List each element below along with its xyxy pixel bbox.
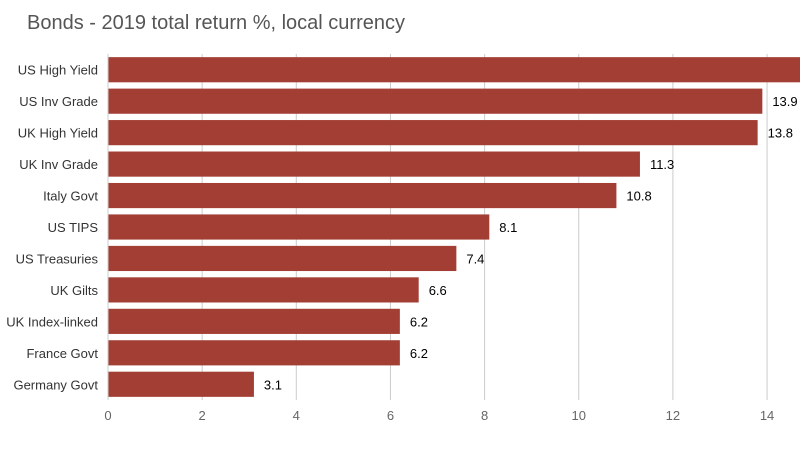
data-label: 8.1 — [499, 220, 517, 235]
category-label: US TIPS — [48, 220, 99, 235]
data-label: 7.4 — [466, 251, 484, 266]
category-label: UK Index-linked — [6, 314, 98, 329]
x-tick-label: 0 — [104, 408, 111, 423]
x-tick-label: 14 — [760, 408, 774, 423]
bar — [108, 88, 763, 114]
data-label: 13.8 — [768, 126, 793, 141]
category-label: US High Yield — [18, 63, 98, 78]
data-label: 11.3 — [650, 157, 674, 172]
bar — [108, 151, 640, 177]
x-tick-label: 12 — [666, 408, 680, 423]
data-label: 13.9 — [772, 94, 797, 109]
bar — [108, 308, 400, 334]
bar — [108, 340, 400, 366]
category-label: US Treasuries — [16, 251, 99, 266]
data-label: 3.1 — [264, 377, 282, 392]
bar — [108, 182, 617, 209]
bar — [108, 120, 758, 146]
chart-title: Bonds - 2019 total return %, local curre… — [27, 12, 405, 34]
category-label: UK High Yield — [18, 126, 98, 141]
category-label: Germany Govt — [13, 377, 98, 392]
data-label: 6.6 — [429, 283, 447, 298]
x-tick-label: 2 — [199, 408, 206, 423]
x-tick-label: 4 — [293, 408, 300, 423]
category-label: France Govt — [26, 346, 98, 361]
category-label: US Inv Grade — [19, 94, 98, 109]
bar — [108, 57, 800, 83]
x-tick-label: 10 — [572, 408, 586, 423]
data-label: 10.8 — [626, 189, 651, 204]
x-tick-label: 6 — [387, 408, 394, 423]
bar — [108, 214, 490, 240]
bar — [108, 277, 419, 303]
data-label: 6.2 — [410, 314, 428, 329]
data-label: 6.2 — [410, 346, 428, 361]
bar — [108, 245, 457, 272]
x-tick-label: 8 — [481, 408, 488, 423]
category-label: Italy Govt — [43, 189, 98, 204]
category-label: UK Inv Grade — [19, 157, 98, 172]
bar — [108, 371, 254, 397]
category-label: UK Gilts — [50, 283, 98, 298]
